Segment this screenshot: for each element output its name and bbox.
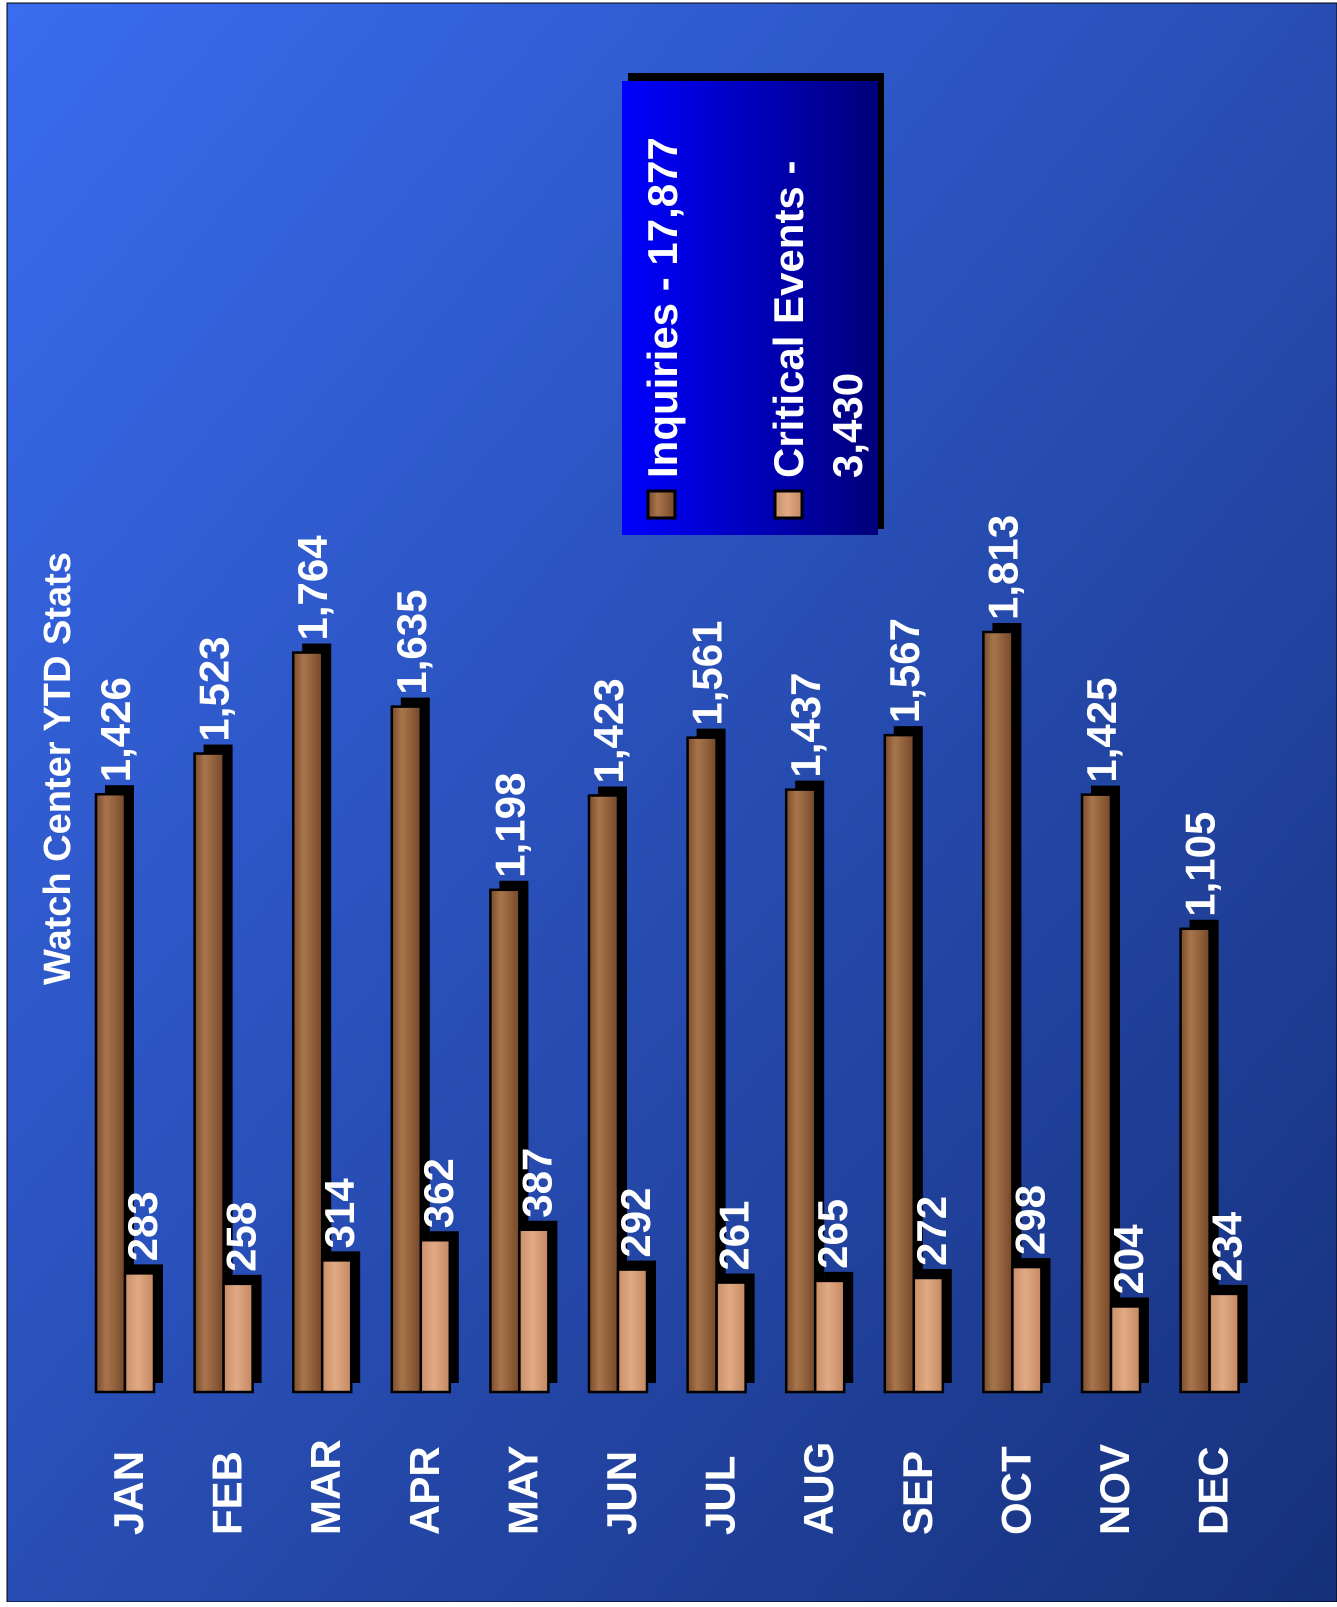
bar-inquiries-jul: [686, 736, 718, 1394]
legend-item-critical-events: Critical Events - 3,430: [765, 161, 871, 520]
bar-critical-events-oct: [1011, 1265, 1043, 1394]
value-label-inquiries-may: 1,198: [486, 773, 533, 878]
legend-label-critical-events: Critical Events -: [765, 161, 812, 478]
category-label-feb: FEB: [204, 1451, 251, 1535]
value-label-inquiries-aug: 1,437: [782, 673, 829, 778]
chart-title: Watch Center YTD Stats: [37, 552, 79, 985]
value-label-critical-events-feb: 258: [218, 1202, 265, 1272]
bar-critical-events-jan: [123, 1272, 156, 1394]
value-label-critical-events-may: 387: [513, 1148, 560, 1218]
bar-critical-events-nov: [1109, 1305, 1142, 1394]
bar-inquiries-dec: [1179, 927, 1211, 1394]
bar-inquiries-jun: [587, 794, 620, 1394]
legend-label-critical-events-line1: Critical Events -: [765, 161, 812, 478]
category-labels-layer: JAN FEB MAR APR MAY JUN JUL AUG SEP OCT NOV DEC: [105, 1439, 1237, 1535]
category-label-apr: APR: [401, 1446, 448, 1535]
category-label-may: MAY: [499, 1446, 546, 1535]
legend-swatch-critical-events: [773, 489, 804, 520]
legend-item-inquiries: Inquiries - 17,877: [639, 137, 686, 520]
legend-swatch-inquiries: [646, 489, 677, 520]
legend: Inquiries - 17,877 Critical Events - 3,4…: [622, 73, 884, 535]
category-label-jun: JUN: [598, 1451, 645, 1535]
bar-inquiries-jan: [94, 792, 127, 1394]
value-label-inquiries-nov: 1,425: [1078, 678, 1125, 783]
category-label-jan: JAN: [105, 1451, 152, 1535]
bar-inquiries-mar: [291, 651, 324, 1394]
value-labels-layer: 1,426 283 1,523 258 1,764 314 1,635 362 1,198 387…: [92, 515, 1251, 1295]
value-label-inquiries-sep: 1,567: [881, 618, 928, 723]
value-label-inquiries-apr: 1,635: [388, 590, 435, 695]
bar-critical-events-apr: [419, 1239, 452, 1394]
bar-critical-events-jul: [715, 1281, 747, 1394]
value-label-inquiries-jun: 1,423: [585, 678, 632, 783]
bar-inquiries-nov: [1080, 793, 1113, 1394]
bar-inquiries-oct: [982, 630, 1014, 1394]
category-label-jul: JUL: [697, 1456, 744, 1535]
category-label-nov: NOV: [1091, 1444, 1138, 1535]
value-label-inquiries-mar: 1,764: [289, 535, 336, 641]
value-label-critical-events-aug: 265: [809, 1199, 856, 1269]
value-label-critical-events-jan: 283: [119, 1191, 166, 1261]
bar-inquiries-may: [489, 888, 521, 1394]
value-label-critical-events-oct: 298: [1006, 1185, 1053, 1255]
value-label-inquiries-feb: 1,523: [191, 636, 238, 741]
value-label-critical-events-mar: 314: [316, 1178, 363, 1249]
bar-inquiries-apr: [390, 705, 423, 1394]
bar-critical-events-dec: [1208, 1292, 1240, 1394]
value-label-critical-events-jun: 292: [612, 1188, 659, 1258]
category-label-dec: DEC: [1190, 1446, 1237, 1535]
legend-label-inquiries: Inquiries - 17,877: [639, 137, 686, 478]
bar-critical-events-aug: [813, 1279, 846, 1394]
bar-inquiries-aug: [784, 788, 817, 1394]
bar-critical-events-may: [518, 1228, 550, 1394]
value-label-inquiries-dec: 1,105: [1177, 812, 1224, 917]
bar-inquiries-feb: [193, 752, 225, 1394]
value-label-critical-events-apr: 362: [415, 1158, 462, 1228]
bar-critical-events-sep: [912, 1276, 945, 1394]
bars-layer: [94, 623, 1248, 1394]
value-label-critical-events-nov: 204: [1105, 1224, 1152, 1295]
value-label-inquiries-oct: 1,813: [979, 515, 1026, 620]
bar-critical-events-mar: [320, 1259, 353, 1394]
bar-critical-events-feb: [222, 1282, 254, 1394]
value-label-critical-events-jul: 261: [711, 1201, 758, 1271]
bar-inquiries-sep: [883, 733, 916, 1394]
value-label-inquiries-jan: 1,426: [92, 677, 139, 782]
legend-label-critical-events-line2: 3,430: [824, 373, 871, 478]
bar-critical-events-jun: [616, 1268, 649, 1394]
legend-box: [622, 81, 878, 535]
category-label-aug: AUG: [795, 1442, 842, 1535]
category-label-sep: SEP: [894, 1451, 941, 1535]
category-label-oct: OCT: [992, 1446, 1039, 1535]
value-label-critical-events-dec: 234: [1204, 1211, 1251, 1282]
value-label-critical-events-sep: 272: [908, 1196, 955, 1266]
value-label-inquiries-jul: 1,561: [684, 621, 731, 726]
category-label-mar: MAR: [302, 1439, 349, 1535]
